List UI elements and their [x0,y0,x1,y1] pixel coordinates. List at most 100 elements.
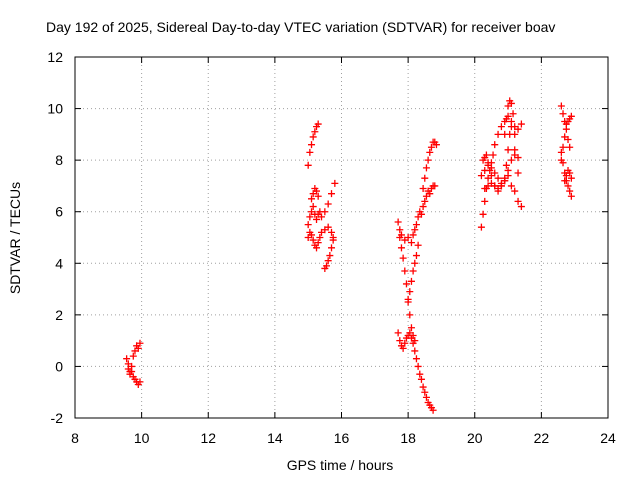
data-point [481,197,489,205]
data-point [331,179,339,187]
data-point [479,210,487,218]
data-point [567,192,575,200]
series-arc-6 [304,223,337,252]
data-point [422,393,430,401]
data-point [429,406,437,414]
data-point [559,110,567,118]
x-tick-label: 16 [334,430,350,446]
y-axis-label: SDTVAR / TECUs [7,182,23,294]
data-point [308,141,316,149]
data-point [304,161,312,169]
data-point [314,192,322,200]
data-point [412,221,420,229]
data-point [477,223,485,231]
series-arc-3 [304,120,322,169]
series-arc-10 [396,234,419,345]
data-point [409,267,417,275]
data-point [304,221,312,229]
data-point [566,143,574,151]
series-arc-1 [123,339,144,376]
series-arc-17 [481,151,522,193]
series-arc-9 [419,138,440,193]
data-point [328,244,336,252]
y-tick-label: 8 [55,152,63,168]
data-point [421,197,429,205]
data-point [497,123,505,131]
data-point [504,166,512,174]
data-point [509,110,517,118]
data-point [402,280,410,288]
data-point [414,241,422,249]
data-point [491,169,499,177]
y-tick-label: 12 [47,49,63,65]
data-point [407,334,415,342]
y-tick-label: 0 [55,358,63,374]
data-point [424,156,432,164]
data-point [514,169,522,177]
data-point [567,112,575,120]
data-point [507,156,515,164]
data-point [316,234,324,241]
x-tick-label: 24 [600,430,616,446]
data-point [517,120,525,128]
data-point [406,329,414,337]
x-axis-label: GPS time / hours [287,457,394,473]
data-point [306,148,314,156]
data-point [321,208,329,216]
data-point [136,378,144,386]
series-arc-5 [308,185,322,203]
x-tick-label: 8 [71,430,79,446]
y-tick-labels: -2 0 2 4 6 8 10 12 [47,49,63,426]
chart-title: Day 192 of 2025, Sidereal Day-to-day VTE… [46,19,555,35]
data-point [404,234,412,241]
data-point [308,231,316,239]
data-point [309,203,317,211]
data-point [129,352,137,360]
data-point [419,185,427,193]
series-arc-18 [557,102,575,128]
data-point [401,267,409,275]
data-point [426,148,434,156]
data-point [324,200,332,208]
data-point [562,125,570,133]
data-point [432,141,440,149]
data-point [511,187,519,195]
x-tick-label: 22 [534,430,550,446]
data-point [494,174,502,182]
x-tick-label: 12 [200,430,216,446]
data-point [417,210,425,218]
data-point [313,187,321,195]
data-point [394,218,402,226]
data-point [502,115,510,123]
data-point [482,151,490,159]
data-point [557,102,565,110]
grid-lines [75,57,608,418]
series-arc-7 [321,236,337,272]
series-arc-16 [501,97,519,138]
data-point [557,148,565,156]
x-tick-label: 18 [400,430,416,446]
y-tick-label: 10 [47,101,63,117]
data-point [487,164,495,172]
data-point [318,213,326,221]
data-point [309,236,317,244]
data-point [502,161,510,169]
data-point [421,174,429,182]
data-point [397,244,405,252]
data-point [308,195,316,203]
data-point [406,288,414,296]
series-arc-21 [561,166,575,185]
data-point [421,388,429,396]
data-point [314,120,322,128]
data-point [491,141,499,149]
data-point [396,337,404,345]
data-point [328,228,336,236]
data-point [323,262,331,270]
series-arc-8 [394,182,439,247]
data-point [419,203,427,211]
data-point [411,259,419,267]
data-point [407,324,415,332]
data-point [399,344,407,352]
data-point [409,339,417,347]
data-point [477,172,485,180]
